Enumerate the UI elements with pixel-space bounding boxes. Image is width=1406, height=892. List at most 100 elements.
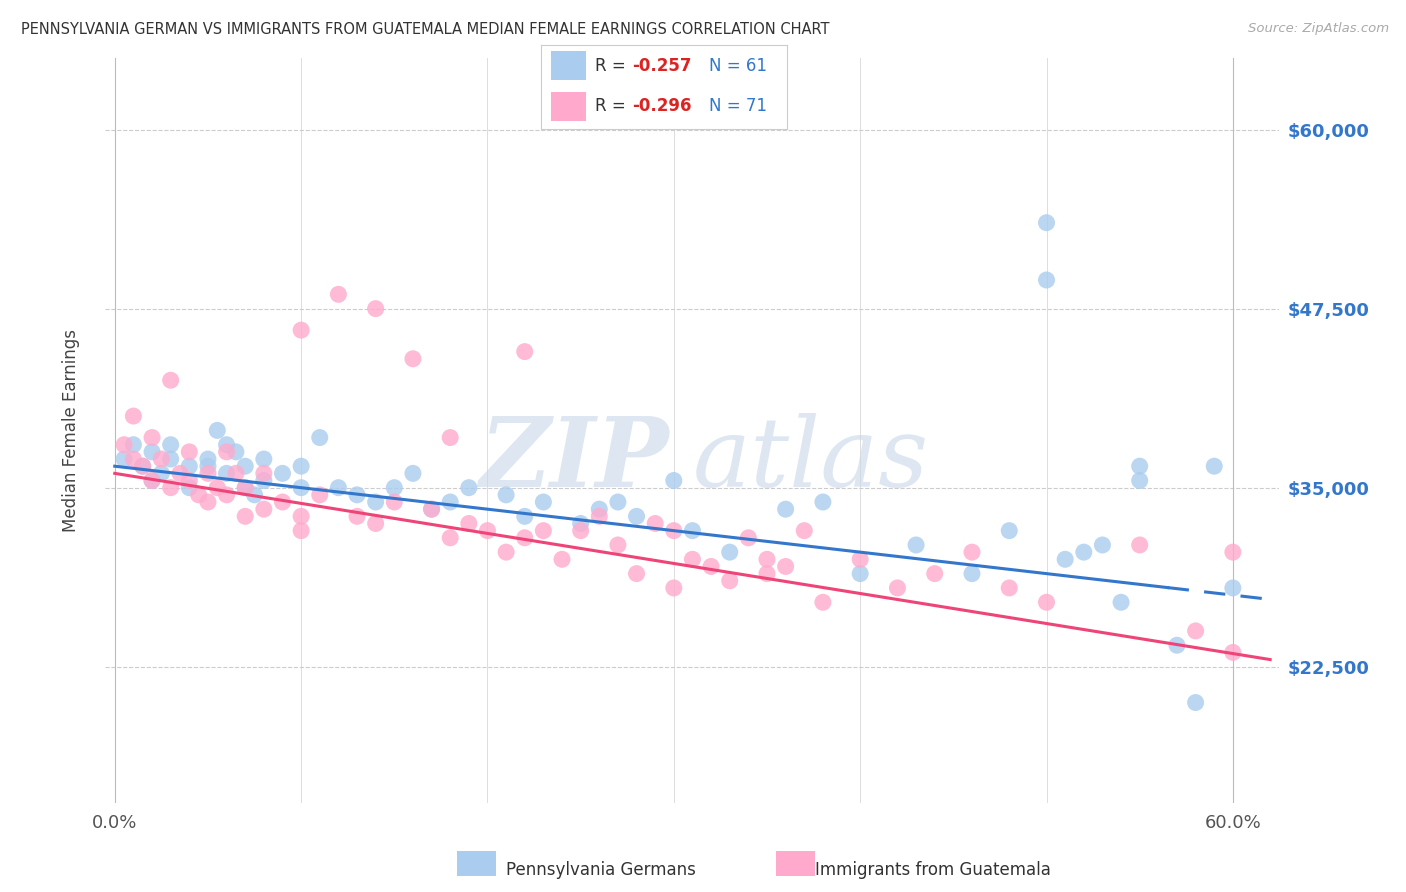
- Text: PENNSYLVANIA GERMAN VS IMMIGRANTS FROM GUATEMALA MEDIAN FEMALE EARNINGS CORRELAT: PENNSYLVANIA GERMAN VS IMMIGRANTS FROM G…: [21, 22, 830, 37]
- Point: [1109, 595, 1132, 609]
- Point: [290, 509, 312, 524]
- Point: [346, 509, 368, 524]
- Point: [626, 509, 648, 524]
- Point: [905, 538, 928, 552]
- Point: [439, 531, 461, 545]
- Point: [290, 524, 312, 538]
- Point: [420, 502, 443, 516]
- Point: [606, 538, 628, 552]
- Point: [1204, 459, 1226, 474]
- Text: N = 71: N = 71: [709, 97, 766, 115]
- Point: [233, 509, 256, 524]
- FancyBboxPatch shape: [551, 52, 586, 80]
- Point: [197, 459, 219, 474]
- Point: [141, 474, 163, 488]
- Text: -0.257: -0.257: [633, 57, 692, 75]
- Point: [681, 552, 703, 566]
- Point: [233, 481, 256, 495]
- Text: Immigrants from Guatemala: Immigrants from Guatemala: [815, 861, 1052, 879]
- Text: atlas: atlas: [692, 413, 928, 508]
- Point: [364, 495, 387, 509]
- Point: [253, 502, 276, 516]
- Point: [1222, 645, 1244, 659]
- Point: [662, 474, 685, 488]
- Point: [513, 509, 536, 524]
- Point: [308, 488, 330, 502]
- Point: [253, 467, 276, 481]
- Point: [197, 452, 219, 467]
- Point: [420, 502, 443, 516]
- Point: [150, 452, 173, 467]
- Point: [569, 516, 592, 531]
- Point: [1184, 624, 1206, 638]
- Point: [662, 581, 685, 595]
- Point: [225, 445, 247, 459]
- Point: [998, 524, 1021, 538]
- Point: [513, 531, 536, 545]
- Point: [588, 509, 610, 524]
- Point: [531, 524, 554, 538]
- Point: [457, 516, 479, 531]
- Point: [253, 474, 276, 488]
- Point: [1129, 538, 1152, 552]
- Point: [737, 531, 759, 545]
- Point: [225, 467, 247, 481]
- Point: [364, 516, 387, 531]
- Point: [328, 481, 350, 495]
- Point: [1184, 696, 1206, 710]
- Point: [207, 481, 229, 495]
- Point: [346, 488, 368, 502]
- Point: [569, 524, 592, 538]
- Point: [290, 323, 312, 337]
- Point: [1091, 538, 1114, 552]
- Point: [531, 495, 554, 509]
- Point: [700, 559, 723, 574]
- Point: [179, 445, 201, 459]
- Point: [243, 488, 266, 502]
- Point: [775, 559, 797, 574]
- Point: [141, 445, 163, 459]
- Point: [197, 467, 219, 481]
- Point: [439, 495, 461, 509]
- Point: [644, 516, 666, 531]
- Point: [141, 431, 163, 445]
- Point: [402, 351, 425, 366]
- Text: R =: R =: [596, 57, 631, 75]
- Point: [811, 595, 834, 609]
- Point: [112, 452, 135, 467]
- Point: [150, 467, 173, 481]
- Point: [756, 566, 779, 581]
- Point: [290, 459, 312, 474]
- Point: [122, 452, 145, 467]
- Point: [132, 459, 155, 474]
- Point: [1035, 595, 1057, 609]
- Point: [122, 409, 145, 423]
- Point: [849, 566, 872, 581]
- Point: [495, 488, 517, 502]
- Point: [132, 459, 155, 474]
- Point: [551, 552, 574, 566]
- Point: [662, 524, 685, 538]
- Point: [112, 438, 135, 452]
- Point: [1073, 545, 1095, 559]
- Point: [215, 438, 238, 452]
- Point: [402, 467, 425, 481]
- Point: [960, 545, 983, 559]
- Point: [439, 431, 461, 445]
- Point: [681, 524, 703, 538]
- Point: [364, 301, 387, 316]
- Point: [775, 502, 797, 516]
- Point: [233, 481, 256, 495]
- Point: [141, 474, 163, 488]
- Point: [159, 452, 181, 467]
- Point: [233, 459, 256, 474]
- Point: [197, 495, 219, 509]
- Point: [513, 344, 536, 359]
- Point: [718, 574, 741, 588]
- Point: [271, 495, 294, 509]
- Point: [457, 481, 479, 495]
- Point: [179, 459, 201, 474]
- Point: [290, 481, 312, 495]
- Point: [382, 481, 405, 495]
- Point: [718, 545, 741, 559]
